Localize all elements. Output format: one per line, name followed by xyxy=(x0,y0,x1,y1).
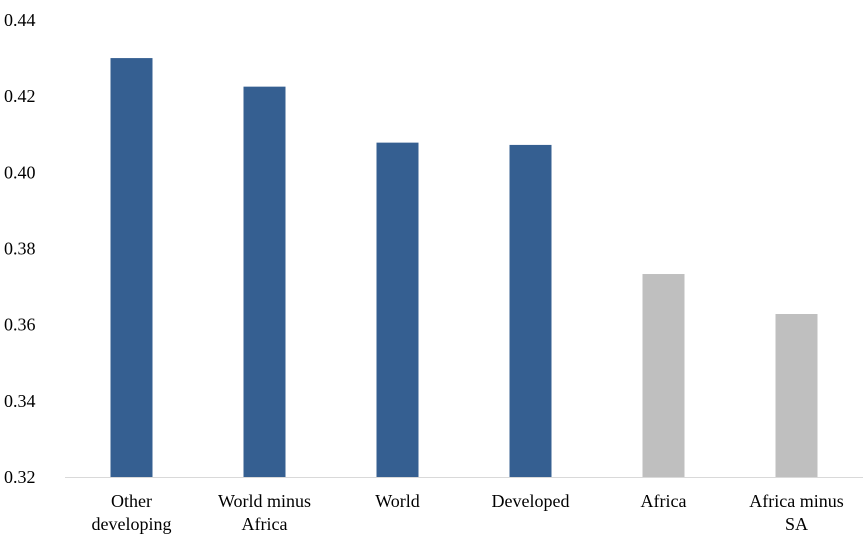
y-axis-tick-labels: 0.32 0.34 0.36 0.38 0.40 0.42 0.44 xyxy=(4,10,36,487)
x-category-label-line: Other xyxy=(111,491,152,511)
bar xyxy=(775,314,818,477)
x-category-label-line: Africa xyxy=(242,514,288,534)
x-category-label-line: Africa xyxy=(641,491,687,511)
x-category-label-line: developing xyxy=(92,514,172,534)
bar xyxy=(642,274,685,477)
bar xyxy=(110,58,153,477)
y-tick-label: 0.44 xyxy=(4,10,36,30)
x-category-label: Developed xyxy=(492,491,570,511)
x-category-label-line: World xyxy=(375,491,420,511)
y-tick-label: 0.42 xyxy=(4,86,36,106)
bar xyxy=(509,144,552,477)
y-tick-label: 0.32 xyxy=(4,467,36,487)
bar xyxy=(376,142,419,477)
y-tick-label: 0.38 xyxy=(4,239,36,259)
x-category-label-line: Africa minus xyxy=(749,491,843,511)
x-category-label: Other developing xyxy=(92,491,172,534)
x-axis-category-labels: Other developing World minus Africa World Dev… xyxy=(92,491,844,534)
y-tick-label: 0.40 xyxy=(4,162,36,182)
x-category-label: Africa xyxy=(641,491,687,511)
y-tick-label: 0.34 xyxy=(4,391,36,411)
x-category-label: Africa minus SA xyxy=(749,491,843,534)
bar xyxy=(243,86,286,477)
y-tick-label: 0.36 xyxy=(4,315,36,335)
x-category-label-line: Developed xyxy=(492,491,570,511)
bars-group xyxy=(110,58,818,477)
x-category-label-line: World minus xyxy=(218,491,311,511)
x-category-label: World minus Africa xyxy=(218,491,311,534)
x-category-label-line: SA xyxy=(785,514,808,534)
x-category-label: World xyxy=(375,491,420,511)
